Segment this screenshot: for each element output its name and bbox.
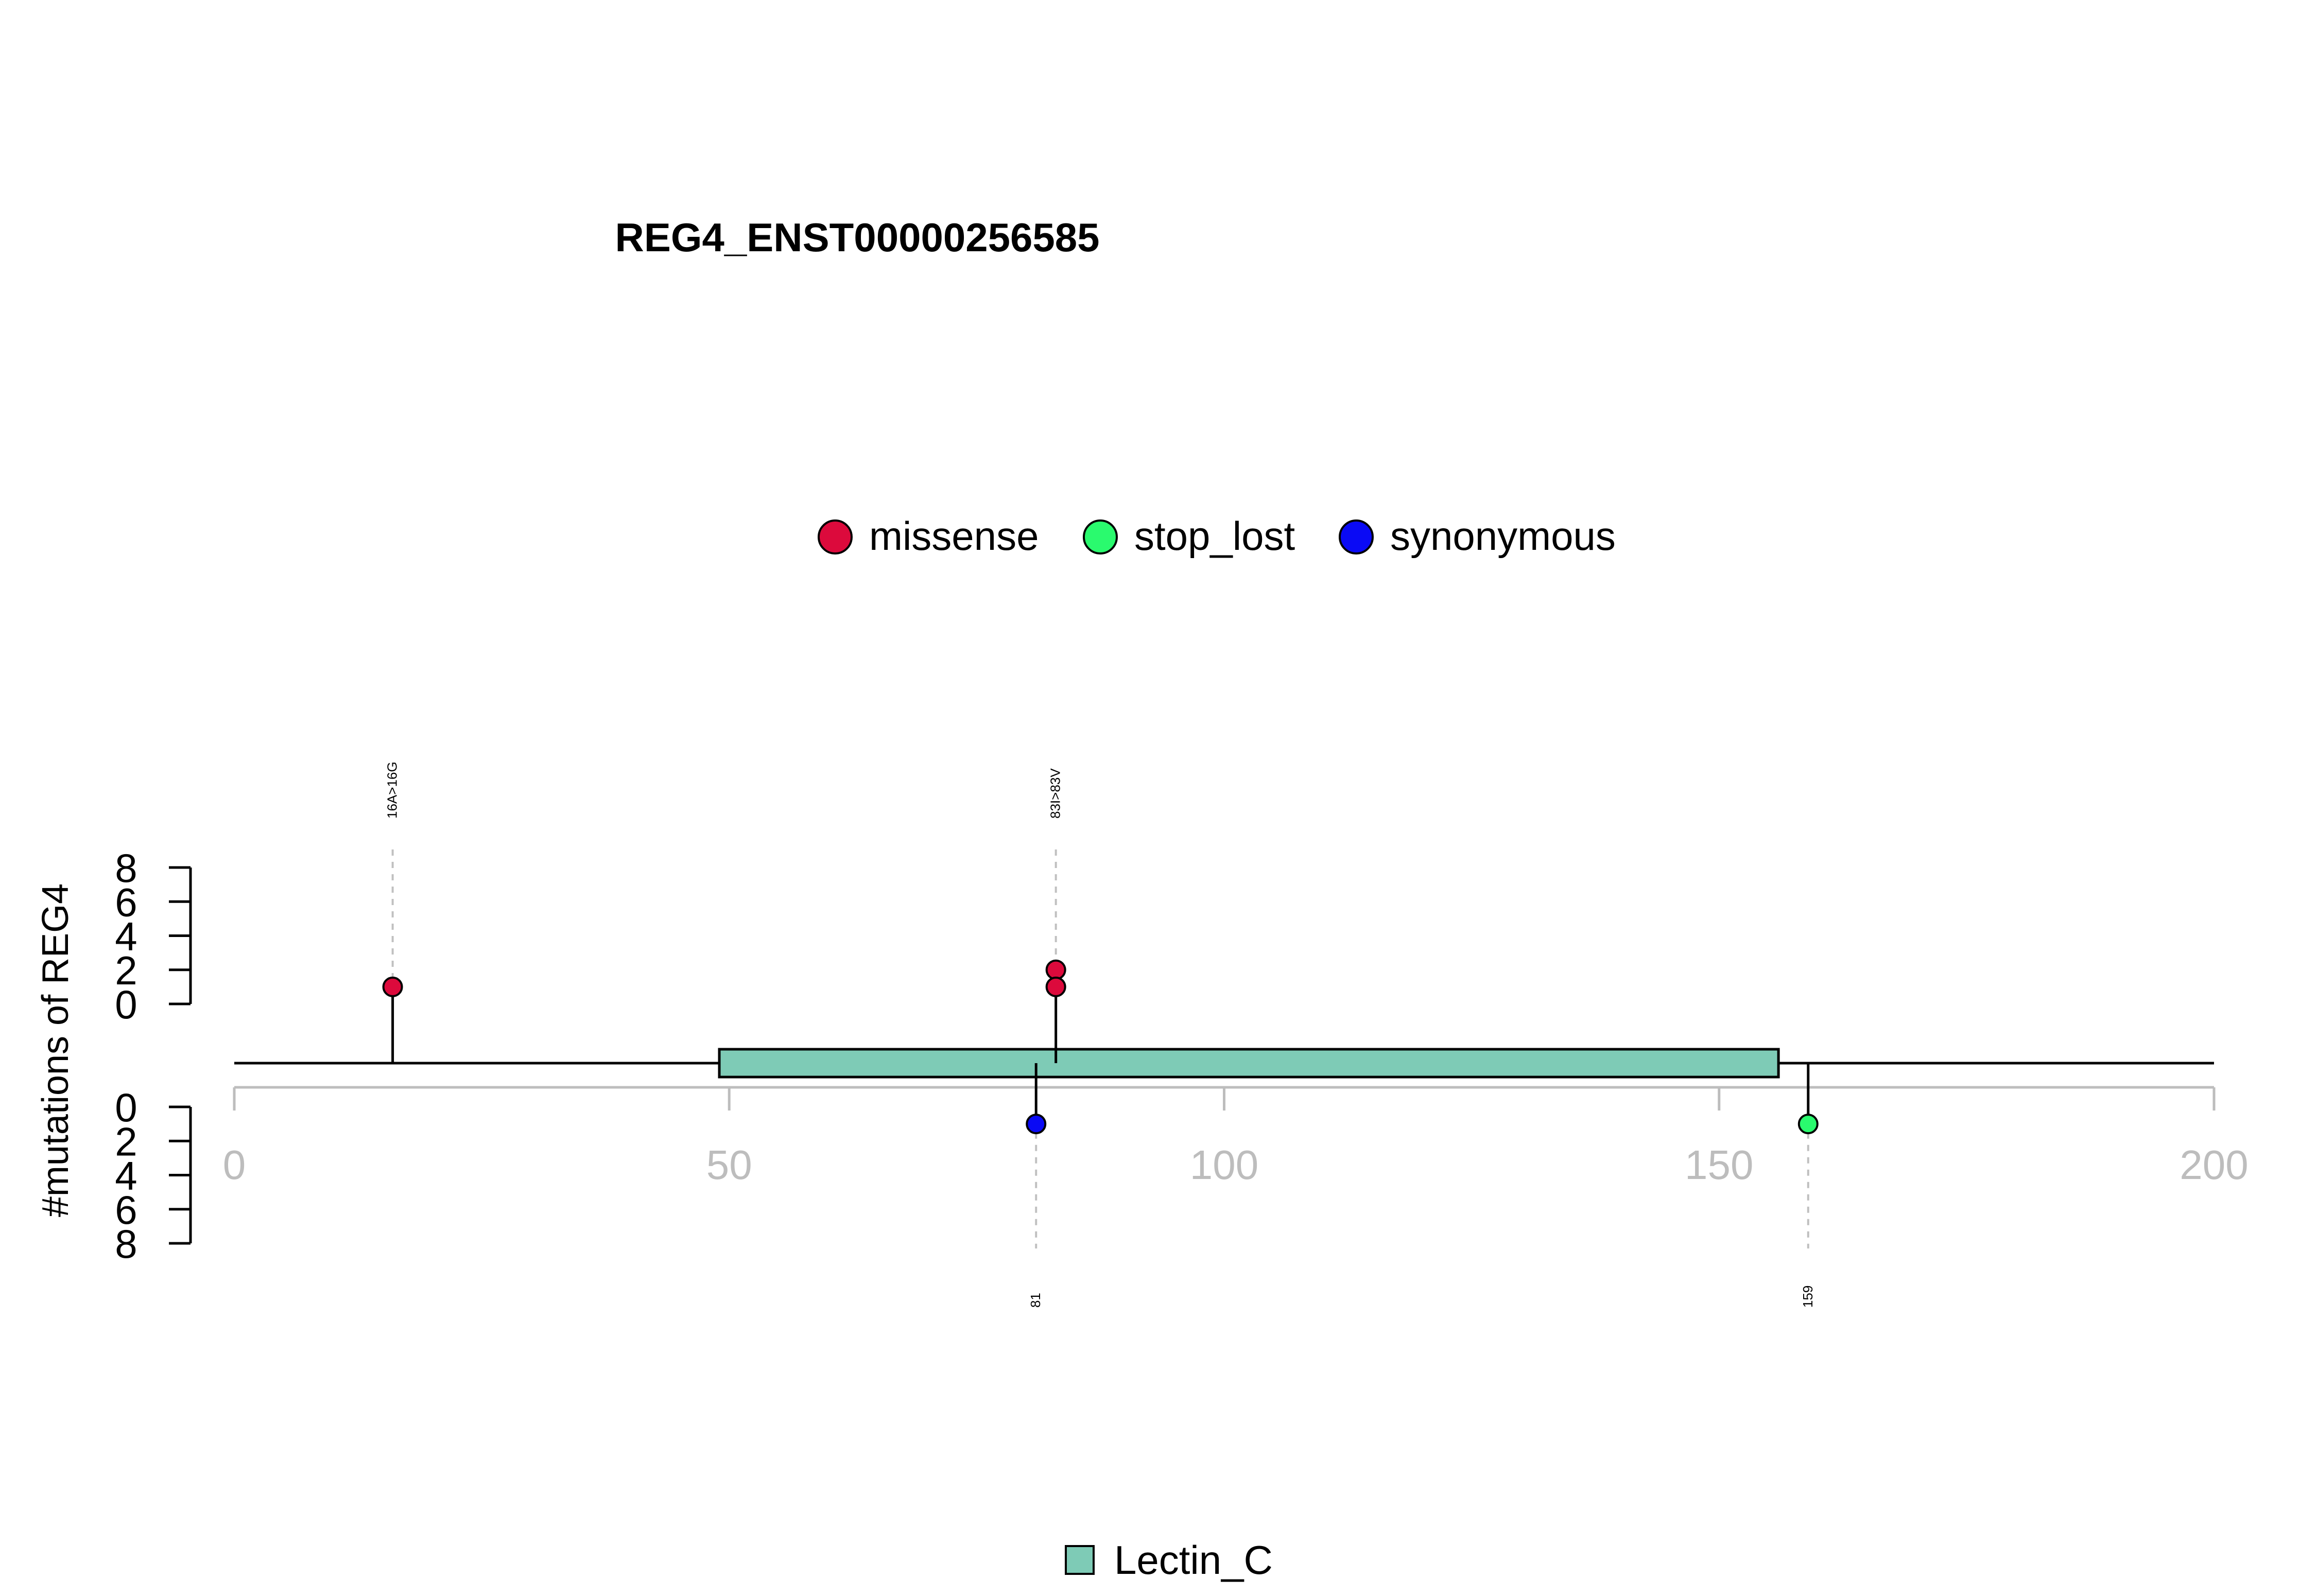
mutation-point-missense [382,976,403,997]
legend-label-missense: missense [869,513,1039,559]
domain-legend-swatch [1065,1545,1095,1575]
legend-label-stop_lost: stop_lost [1134,513,1295,559]
mutation-point-missense [1045,976,1066,997]
upper-y-tick-label: 6 [115,879,137,925]
legend-marker-missense [818,519,853,554]
x-tick-label: 150 [1685,1142,1753,1188]
lower-y-tick-label: 0 [115,1085,137,1130]
upper-y-tick-label: 2 [115,948,137,993]
x-tick-label: 200 [2180,1142,2248,1188]
lower-y-tick-label: 2 [115,1119,137,1164]
y-axis-label: #mutations of REG4 [35,883,76,1217]
mutation-label: 16A>16G [385,761,400,819]
mutation-point-stop_lost [1797,1114,1819,1135]
lower-y-tick-label: 6 [115,1187,137,1233]
protein-backbone [234,1048,2214,1079]
chart-title: REG4_ENST00000256585 [615,215,1100,260]
lower-y-tick-label: 8 [115,1221,137,1267]
x-tick-label: 100 [1190,1142,1258,1188]
x-tick-label: 0 [223,1142,246,1188]
upper-y-tick-label: 4 [115,914,137,959]
legend-marker-synonymous [1339,519,1374,554]
mutation-lollipops: 16A>16G 83I>83V 81 159 [382,761,1819,1308]
x-tick-label: 50 [706,1142,752,1188]
upper-y-tick-label: 0 [115,982,137,1027]
mutation-label: 81 [1028,1293,1043,1308]
mutation-label: 159 [1800,1286,1815,1308]
domain-Lectin_C [718,1048,1780,1079]
legend-marker-stop_lost [1083,519,1118,554]
mutation-label: 83I>83V [1048,768,1063,819]
legend-label-synonymous: synonymous [1390,513,1616,559]
domain-legend-label: Lectin_C [1114,1537,1273,1583]
lower-y-tick-label: 4 [115,1153,137,1199]
mutation-point-synonymous [1026,1114,1047,1135]
mutation-point-missense [1045,959,1066,980]
x-axis: 0 50 100 150 200 [223,1086,2249,1188]
domain-legend: Lectin_C [1065,1537,1273,1583]
upper-y-tick-label: 8 [115,845,137,891]
mutation-legend: missense stop_lost synonymous [818,513,1616,559]
